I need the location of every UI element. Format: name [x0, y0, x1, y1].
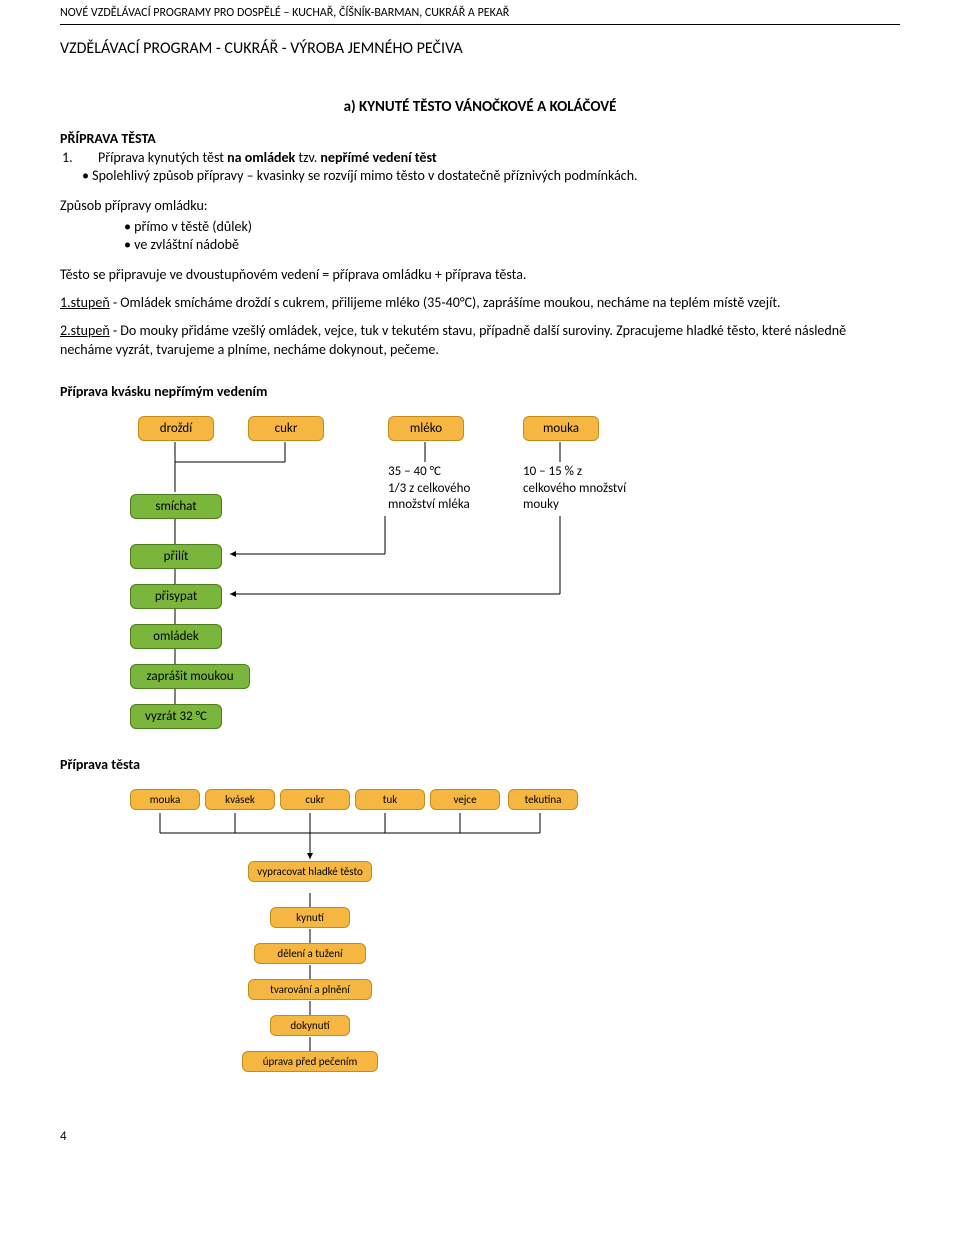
page-number: 4 — [60, 1129, 900, 1144]
fc-node: tuk — [355, 789, 425, 810]
fc-step: tvarování a plnění — [248, 979, 372, 1000]
flowchart-2-lines — [130, 789, 690, 1099]
text-sentence: Těsto se připravuje ve dvoustupňovém ved… — [60, 266, 900, 284]
fc-node: vejce — [430, 789, 500, 810]
text-stupen2: 2.stupeň - Do mouky přidáme vzešlý omlád… — [60, 322, 900, 358]
text: na omládek — [227, 149, 295, 166]
list-item-1: 1.Příprava kynutých těst na omládek tzv.… — [98, 149, 900, 167]
bullet-item: Spolehlivý způsob přípravy – kvasinky se… — [98, 167, 900, 185]
section-title: a) KYNUTÉ TĚSTO VÁNOČKOVÉ A KOLÁČOVÉ — [60, 98, 900, 116]
text: - Do mouky přidáme vzešlý omládek, vejce… — [60, 322, 846, 357]
fc-node: droždí — [138, 416, 214, 441]
fc-node: mouka — [523, 416, 599, 441]
fc-node: kvásek — [205, 789, 275, 810]
sub-bullet: ve zvláštní nádobě — [140, 236, 900, 254]
fc-node: cukr — [280, 789, 350, 810]
page-subheader: VZDĚLÁVACÍ PROGRAM - CUKRÁŘ - VÝROBA JEM… — [60, 39, 900, 58]
diagram1-title: Příprava kvásku nepřímým vedením — [60, 383, 900, 400]
fc-step: dokynutí — [270, 1015, 350, 1036]
fc-step: dělení a tužení — [254, 943, 366, 964]
text: tzv. — [295, 149, 320, 166]
fc-step: zaprášit moukou — [130, 664, 250, 689]
fc-node: tekutina — [508, 789, 578, 810]
text: 1.stupeň — [60, 294, 110, 311]
fc-node: mléko — [388, 416, 464, 441]
diagram2-title: Příprava těsta — [60, 756, 900, 773]
fc-node: cukr — [248, 416, 324, 441]
text-stupen1: 1.stupeň - Omládek smícháme droždí s cuk… — [60, 294, 900, 312]
document-page: NOVÉ VZDĚLÁVACÍ PROGRAMY PRO DOSPĚLÉ – K… — [0, 0, 960, 1184]
sub-bullet: přímo v těstě (důlek) — [140, 218, 900, 236]
fc-step: kynutí — [270, 907, 350, 928]
text: Příprava kynutých těst — [98, 149, 227, 166]
fc-step: přilít — [130, 544, 222, 569]
fc-note: 10 – 15 % z celkového množství mouky — [523, 464, 673, 515]
fc-step: vyzrát 32 °C — [130, 704, 222, 729]
text: - Omládek smícháme droždí s cukrem, přil… — [110, 294, 781, 311]
text-zpusob: Způsob přípravy omládku: — [60, 197, 900, 215]
fc-step: vypracovat hladké těsto — [248, 861, 372, 882]
flowchart-1: droždí cukr mléko mouka 35 – 40 °C 1/3 z… — [130, 416, 770, 726]
fc-step: smíchat — [130, 494, 222, 519]
text: nepřímé vedení těst — [320, 149, 436, 166]
fc-node: mouka — [130, 789, 200, 810]
flowchart-2: mouka kvásek cukr tuk vejce tekutina vyp… — [130, 789, 690, 1099]
heading-priprava-testa: PŘÍPRAVA TĚSTA — [60, 130, 900, 147]
fc-note: 35 – 40 °C 1/3 z celkového množství mlék… — [388, 464, 518, 515]
text: 2.stupeň — [60, 322, 110, 339]
fc-step: úprava před pečením — [242, 1051, 378, 1072]
page-header: NOVÉ VZDĚLÁVACÍ PROGRAMY PRO DOSPĚLÉ – K… — [60, 0, 900, 25]
fc-step: omládek — [130, 624, 222, 649]
fc-step: přisypat — [130, 584, 222, 609]
